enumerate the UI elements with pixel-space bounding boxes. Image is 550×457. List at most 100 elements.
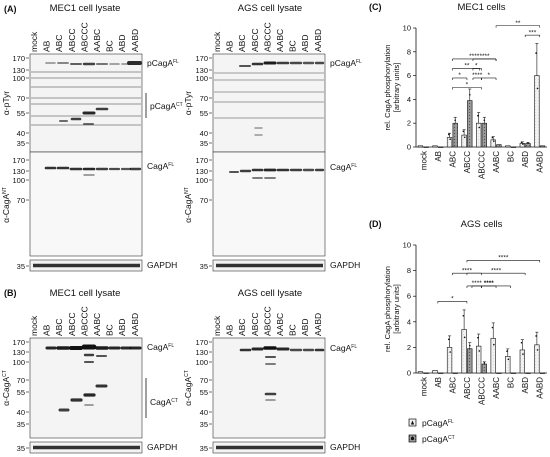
lane-label: ABD [300, 35, 310, 52]
svg-text:α-CagACT: α-CagACT [183, 370, 193, 406]
panel-b-left-caga-fl-label: CagAFL [147, 342, 174, 352]
svg-text:α-CagANT: α-CagANT [183, 187, 193, 223]
lane-label: AABC [92, 313, 102, 336]
mw-marker: 40 [17, 129, 25, 138]
panel-a-left-gapdh-blot [29, 259, 143, 272]
panel-a-caga-nt-ylabel: α-CagANT [1, 187, 11, 223]
significance-label: * [466, 82, 469, 89]
bar-ct [467, 100, 473, 148]
mw-marker: 100 [12, 176, 25, 185]
chart-title: AGS cells [461, 219, 503, 230]
significance-label: * [488, 72, 491, 79]
svg-text:pCagACT: pCagACT [422, 434, 455, 444]
panel-a-right-pcaga-fl-label: pCagAFL [330, 58, 362, 68]
lane-label: BC [105, 40, 115, 52]
y-tick-label: 6 [407, 71, 411, 80]
mw-marker: 130 [12, 66, 25, 75]
panel-a-right-lane-labels: mock AB ABC ABCC ABCCC AABC BC ABD AABD [212, 22, 323, 52]
lane-label: ABC [237, 35, 247, 52]
x-tick-label: mock [419, 150, 428, 170]
x-tick-label: BC [507, 151, 516, 162]
panel-b-left-gapdh-blot [29, 441, 143, 454]
svg-text:α-CagACT: α-CagACT [1, 370, 11, 406]
panel-a-right-caga-nt-ylabel: α-CagANT [183, 187, 193, 223]
y-axis-label: rel. CagA phosphorylation[arbitrary unit… [383, 266, 401, 352]
lane-label: ABCCC [262, 22, 272, 52]
significance-label: **** [472, 280, 483, 287]
x-tick-label: AABD [536, 151, 545, 173]
lane-label: BC [105, 324, 115, 336]
lane-label: AB [225, 324, 235, 336]
significance-label: * [475, 63, 478, 70]
mw-marker: 35 [200, 444, 208, 453]
panel-a-left-gapdh-label: GAPDH [147, 260, 177, 270]
panel-a-left-pcaga-ct-label: pCagACT [150, 101, 183, 111]
panel-b-left-lane-labels: mock AB ABC ABCC ABCCC AABC BC ABD AABD [29, 306, 140, 336]
lane-label: AB [42, 324, 52, 336]
bar-ct [481, 363, 487, 374]
mw-marker: 70 [200, 196, 208, 205]
y-tick-label: 4 [407, 317, 411, 326]
lane-label: BC [288, 324, 298, 336]
y-tick-label: 10 [403, 24, 411, 33]
x-tick-label: ABD [521, 377, 530, 394]
lane-label: ABCC [250, 312, 260, 336]
y-tick-label: 0 [407, 143, 411, 152]
chart-panel-letter: (C) [369, 2, 382, 12]
significance-label: ** [515, 20, 521, 27]
bar-fl [519, 349, 525, 374]
lane-label: ABCC [67, 28, 77, 52]
panel-b-caga-ct-ylabel: α-CagACT [1, 370, 11, 406]
mw-marker: 170 [195, 338, 208, 347]
bar-fl [534, 344, 540, 374]
significance-label: * [458, 72, 461, 79]
panel-b-right-title: AGS cell lysate [238, 288, 302, 299]
panel-b-left-title: MEC1 cell lysate [50, 288, 121, 299]
chart-title: MEC1 cells [457, 2, 505, 13]
panel-a-right-title: AGS cell lysate [238, 3, 302, 14]
svg-text:pCagAFL: pCagAFL [422, 418, 454, 428]
lane-label: mock [212, 315, 222, 336]
lane-label: AABC [92, 29, 102, 52]
mw-marker: 40 [17, 408, 25, 417]
x-tick-label: AABC [492, 151, 501, 173]
significance-label: **** [498, 255, 509, 262]
panel-a-ptyr-ylabel: α-pTyr [1, 91, 11, 115]
bar-ct [525, 143, 531, 148]
panel-a-left-caga-nt-blot [29, 151, 143, 257]
mw-marker: 40 [200, 408, 208, 417]
panel-a-right-gapdh-blot [212, 259, 326, 272]
mw-marker: 100 [195, 74, 208, 83]
mw-marker: 70 [17, 94, 25, 103]
panel-b-left-caga-ct-label: CagACT [150, 397, 178, 407]
bar-fl [432, 370, 438, 374]
x-tick-label: ABCC [463, 377, 472, 399]
x-tick-label: AB [434, 377, 443, 388]
lane-label: AABC [275, 29, 285, 52]
bar-ct [510, 146, 517, 148]
panel-b-right-caga-ct-blot [212, 337, 326, 439]
panel-a-left-ptyr-blot [29, 53, 143, 153]
panel-a-right-caga-nt-blot [212, 151, 326, 257]
panel-a-left-caga-fl-label: CagAFL [147, 161, 174, 171]
x-tick-label: AABD [536, 377, 545, 399]
lane-label: ABC [237, 319, 247, 336]
bar-ct [539, 145, 546, 148]
y-tick-label: 8 [407, 266, 411, 275]
panel-c-chart: (C) MEC1 cells 0 2 4 6 8 10 rel. CagA phosphoryl… [369, 2, 547, 179]
bar-fl [461, 329, 467, 374]
lane-label: AABD [313, 29, 323, 52]
chart-legend: pCagAFL pCagACT [408, 418, 455, 444]
mw-marker: 35 [200, 139, 208, 148]
panel-b-right-gapdh-label: GAPDH [330, 442, 360, 452]
bar-ct [438, 146, 444, 148]
x-tick-label: ABCCC [478, 377, 487, 405]
x-tick-label: ABCCC [478, 151, 487, 179]
y-tick-label: 4 [407, 95, 411, 104]
panel-b-left-gapdh-label: GAPDH [147, 442, 177, 452]
x-tick-label: ABC [448, 377, 457, 394]
